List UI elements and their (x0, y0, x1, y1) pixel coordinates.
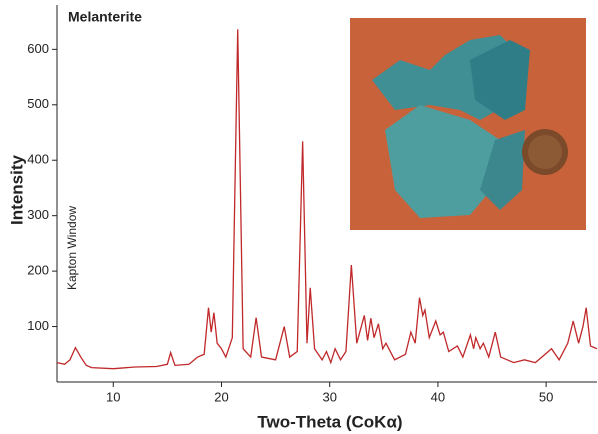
x-tick-label: 50 (539, 389, 553, 404)
y-tick-label: 200 (27, 263, 49, 278)
annotation: Kapton Window (65, 206, 79, 290)
chart: Melanterite Kapton Window Two-Theta (CoK… (0, 0, 598, 434)
y-tick-label: 100 (27, 318, 49, 333)
x-axis-label: Two-Theta (CoKα) (257, 412, 402, 431)
y-tick-label: 400 (27, 152, 49, 167)
x-tick-label: 10 (106, 389, 120, 404)
y-tick-label: 300 (27, 207, 49, 222)
y-tick-label: 500 (27, 96, 49, 111)
y-axis-label: Intensity (7, 155, 26, 225)
photo-inset (350, 18, 586, 230)
y-tick-label: 600 (27, 41, 49, 56)
x-tick-label: 40 (431, 389, 445, 404)
x-tick-label: 30 (322, 389, 336, 404)
x-tick-label: 20 (214, 389, 228, 404)
chart-title: Melanterite (68, 9, 142, 25)
